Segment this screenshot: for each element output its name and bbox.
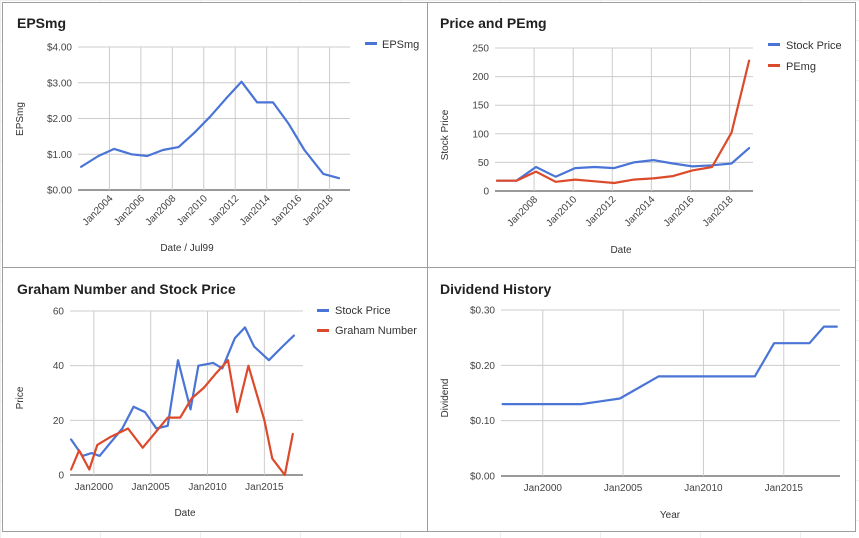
x-tick-label: Jan2010 xyxy=(684,483,723,494)
legend: EPSmg xyxy=(365,39,419,51)
y-axis-label: Dividend xyxy=(440,379,451,418)
y-tick-label: $1.00 xyxy=(47,150,72,161)
series-line-graham-number xyxy=(69,359,294,477)
legend-swatch-graham-number xyxy=(317,329,329,332)
y-tick-label: 20 xyxy=(53,416,65,427)
epsmg-chart: EPSmg Date / Jul99 EPSmg EPSmg $0.00 $1.0… xyxy=(15,15,419,254)
legend-label-epsmg: EPSmg xyxy=(382,39,419,51)
series-line-stock-price xyxy=(69,326,295,457)
y-tick-label: $2.00 xyxy=(47,114,72,125)
y-tick-label: $0.30 xyxy=(470,306,495,317)
y-tick-label: 60 xyxy=(53,307,65,318)
x-tick-label: Jan2018 xyxy=(301,193,336,228)
legend: Stock Price Graham Number xyxy=(317,305,417,337)
y-tick-label: $0.00 xyxy=(47,186,72,197)
chart-title: Price and PEmg xyxy=(440,15,547,31)
x-tick-label: Jan2000 xyxy=(524,483,563,494)
y-tick-label: 100 xyxy=(472,129,489,140)
x-tick-label: Jan2010 xyxy=(188,482,227,493)
x-tick-label: Jan2004 xyxy=(81,193,116,228)
y-tick-label: $3.00 xyxy=(47,78,72,89)
legend-label-pemg: PEmg xyxy=(786,61,816,73)
chart-title: EPSmg xyxy=(17,15,66,31)
y-tick-label: 0 xyxy=(58,471,64,482)
y-tick-label: 0 xyxy=(483,187,489,198)
price-pemg-chart: Price and PEmg Date Stock Price Stock Pr… xyxy=(440,15,842,256)
chart-panel-graham: Graham Number and Stock Price Date Price… xyxy=(2,267,428,532)
legend-swatch-stock-price xyxy=(317,309,329,312)
x-axis-label: Date / Jul99 xyxy=(160,243,214,254)
x-tick-label: Jan2005 xyxy=(604,483,643,494)
series-line-pemg xyxy=(495,59,751,185)
x-tick-label: Jan2015 xyxy=(765,483,804,494)
x-tick-label: Jan2018 xyxy=(701,194,736,229)
y-tick-label: 200 xyxy=(472,72,489,83)
x-tick-label: Jan2015 xyxy=(245,482,284,493)
legend-swatch-epsmg xyxy=(365,42,377,45)
y-axis-label: Price xyxy=(15,386,26,409)
x-axis-label: Year xyxy=(660,510,681,521)
y-tick-label: $0.00 xyxy=(470,472,495,483)
x-tick-label: Jan2014 xyxy=(623,194,658,229)
y-tick-label: 150 xyxy=(472,101,489,112)
y-tick-label: $4.00 xyxy=(47,43,72,54)
legend-label-stock-price: Stock Price xyxy=(335,305,391,317)
axes: $0.00$1.00$2.00$3.00$4.00Jan2004Jan2006J… xyxy=(47,43,350,228)
x-axis-label: Date xyxy=(174,508,196,519)
chart-panel-price-pemg: Price and PEmg Date Stock Price Stock Pr… xyxy=(427,2,856,268)
chart-title: Graham Number and Stock Price xyxy=(17,281,236,297)
legend-label-graham-number: Graham Number xyxy=(335,325,417,337)
graham-chart: Graham Number and Stock Price Date Price… xyxy=(15,281,417,519)
y-axis-label: EPSmg xyxy=(15,102,26,136)
y-tick-label: 250 xyxy=(472,44,489,55)
x-tick-label: Jan2008 xyxy=(144,193,179,228)
series-line-stock-price xyxy=(495,147,751,182)
series-line-epsmg xyxy=(79,80,341,180)
x-tick-label: Jan2000 xyxy=(75,482,114,493)
legend-swatch-pemg xyxy=(768,64,780,67)
dividend-chart: Dividend History Year Dividend $0.00 $0.1… xyxy=(440,281,840,521)
x-tick-label: Jan2005 xyxy=(132,482,171,493)
axes: 0 20 40 60 Jan2000 Jan2005 Jan2010 Jan2015 xyxy=(53,307,303,493)
y-tick-label: 40 xyxy=(53,361,65,372)
chart-panel-epsmg: EPSmg Date / Jul99 EPSmg EPSmg $0.00 $1.0… xyxy=(2,2,428,268)
x-tick-label: Jan2014 xyxy=(238,193,273,228)
legend-swatch-stock-price xyxy=(768,43,780,46)
x-tick-label: Jan2012 xyxy=(583,194,618,229)
chart-title: Dividend History xyxy=(440,281,551,297)
x-tick-label: Jan2016 xyxy=(662,194,697,229)
y-tick-label: $0.10 xyxy=(470,416,495,427)
x-tick-label: Jan2010 xyxy=(544,194,579,229)
axes: $0.00 $0.10 $0.20 $0.30 Jan2000 Jan2005 Jan201… xyxy=(470,306,840,494)
x-tick-label: Jan2012 xyxy=(206,193,241,228)
x-tick-label: Jan2006 xyxy=(112,193,147,228)
y-tick-label: 50 xyxy=(478,158,490,169)
y-axis-label: Stock Price xyxy=(440,109,451,160)
legend: Stock Price PEmg xyxy=(768,40,842,73)
x-tick-label: Jan2008 xyxy=(505,194,540,229)
x-axis-label: Date xyxy=(610,245,632,256)
chart-panel-dividend: Dividend History Year Dividend $0.00 $0.1… xyxy=(427,267,856,532)
series-line-dividend xyxy=(501,325,838,406)
x-tick-label: Jan2010 xyxy=(175,193,210,228)
x-tick-label: Jan2016 xyxy=(269,193,304,228)
legend-label-stock-price: Stock Price xyxy=(786,40,842,52)
y-tick-label: $0.20 xyxy=(470,361,495,372)
